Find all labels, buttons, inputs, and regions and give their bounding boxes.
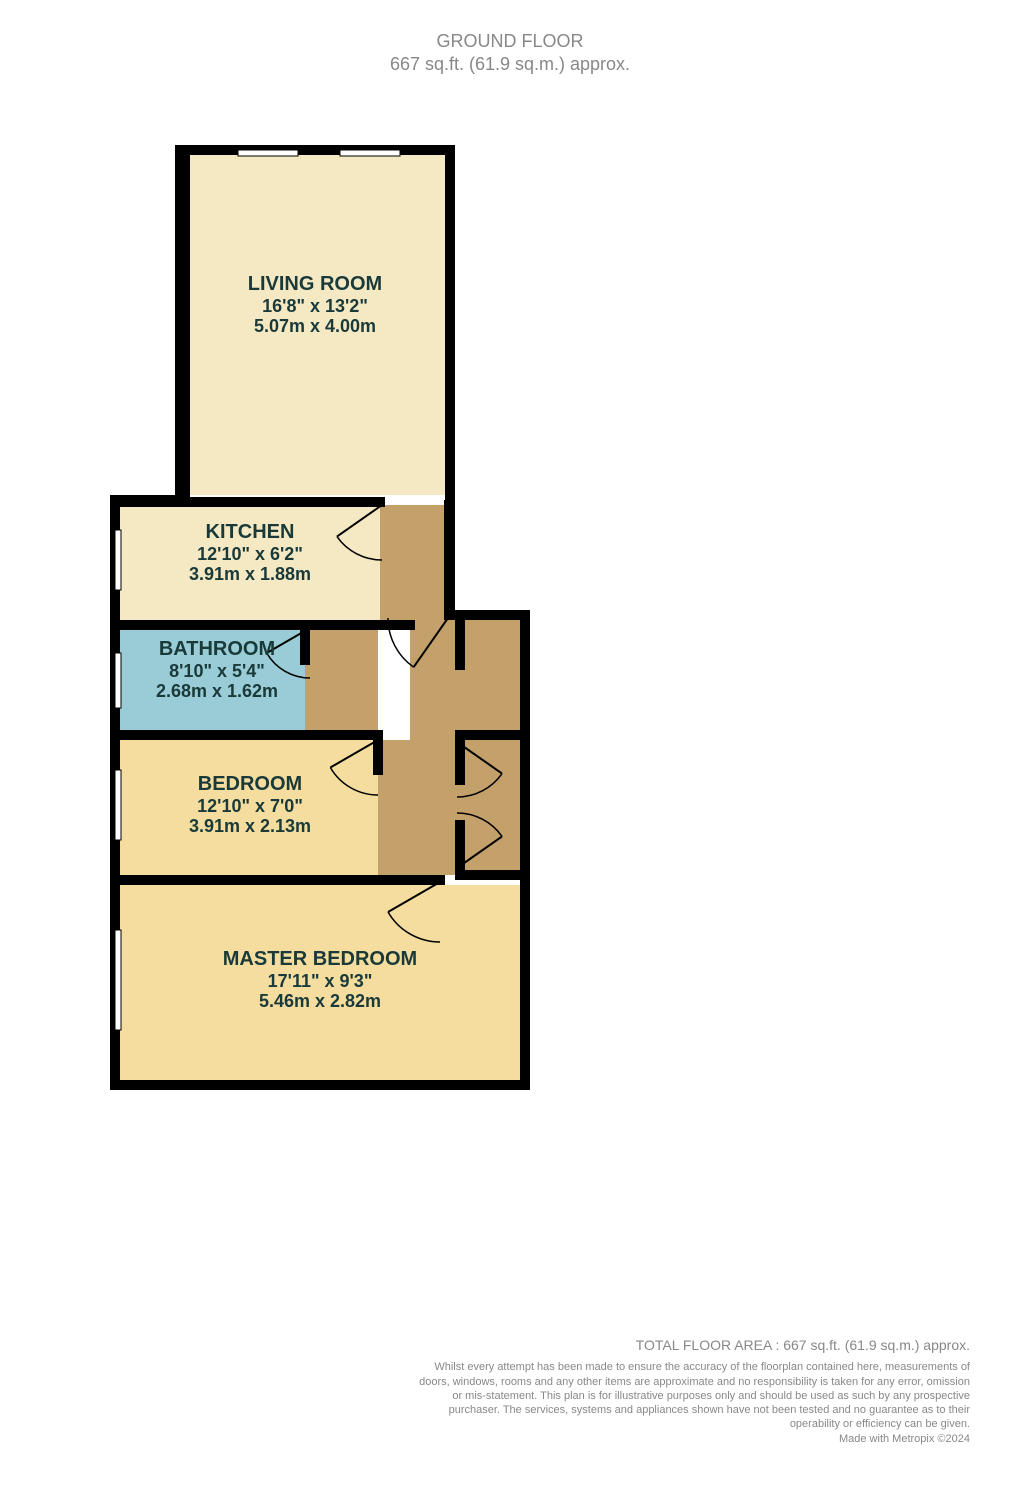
window (238, 150, 298, 156)
room-dim-imperial-bath: 8'10" x 5'4" (169, 661, 265, 681)
window (115, 530, 121, 590)
wall (115, 497, 385, 507)
room-label-bed2: BEDROOM (198, 773, 302, 795)
wall (444, 500, 454, 620)
window (340, 150, 400, 156)
floorplan-canvas: { "header": { "title": "GROUND FLOOR", "… (0, 0, 1020, 1486)
room-label-master: MASTER BEDROOM (223, 948, 417, 970)
wall (115, 620, 415, 630)
room-dim-imperial-master: 17'11" x 9'3" (268, 971, 373, 991)
window (115, 930, 121, 1030)
floorplan-svg: LIVING ROOM16'8" x 13'2"5.07m x 4.00m KIT… (0, 0, 1020, 1486)
window (115, 770, 121, 840)
wall (460, 730, 525, 740)
room-dim-metric-bath: 2.68m x 1.62m (156, 681, 278, 701)
window (115, 653, 121, 708)
room-dim-imperial-bed2: 12'10" x 7'0" (197, 796, 303, 816)
room-dim-metric-kitchen: 3.91m x 1.88m (189, 564, 311, 584)
footer: TOTAL FLOOR AREA : 667 sq.ft. (61.9 sq.m… (410, 1336, 970, 1446)
disclaimer: Whilst every attempt has been made to en… (410, 1360, 970, 1431)
wall (115, 730, 383, 740)
wall (115, 875, 445, 885)
credit: Made with Metropix ©2024 (410, 1432, 970, 1446)
room-label-living: LIVING ROOM (248, 273, 382, 295)
total-area: TOTAL FLOOR AREA : 667 sq.ft. (61.9 sq.m… (410, 1336, 970, 1354)
wall (180, 155, 190, 500)
room-dim-imperial-kitchen: 12'10" x 6'2" (197, 544, 303, 564)
room-dim-metric-bed2: 3.91m x 2.13m (189, 816, 311, 836)
room-dim-metric-master: 5.46m x 2.82m (259, 991, 381, 1011)
room-label-kitchen: KITCHEN (206, 521, 295, 543)
room-dim-metric-living: 5.07m x 4.00m (254, 316, 376, 336)
room-label-bath: BATHROOM (159, 638, 275, 660)
room-dim-imperial-living: 16'8" x 13'2" (262, 296, 368, 316)
wall (455, 620, 465, 670)
wall (460, 870, 525, 880)
